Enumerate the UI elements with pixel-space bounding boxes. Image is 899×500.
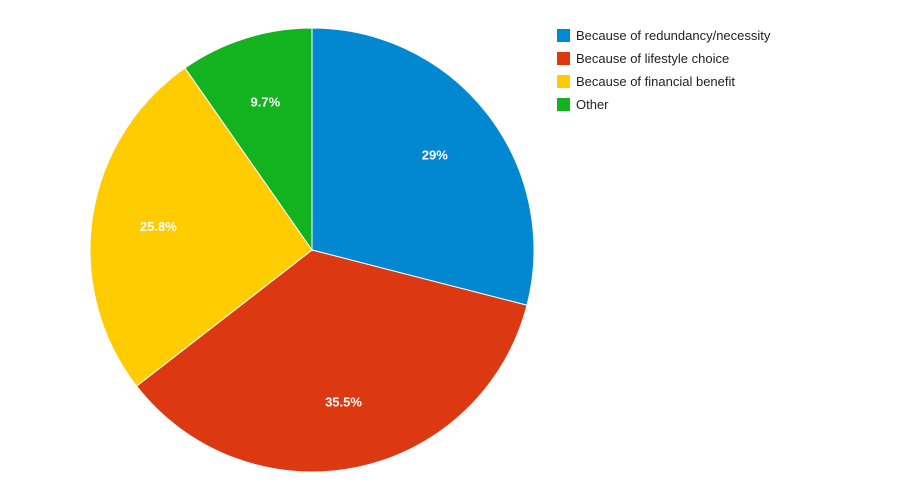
legend-label: Because of lifestyle choice bbox=[576, 51, 730, 66]
legend-label: Because of redundancy/necessity bbox=[576, 28, 771, 43]
legend-item: Because of lifestyle choice bbox=[557, 47, 770, 70]
pie-slice-labels: 29% 35.5% 25.8% 9.7% bbox=[140, 94, 448, 409]
legend-swatch bbox=[557, 98, 570, 111]
pie-slice-value-label: 25.8% bbox=[140, 219, 177, 234]
chart-legend: Because of redundancy/necessity Because o… bbox=[557, 24, 770, 116]
legend-swatch bbox=[557, 52, 570, 65]
pie-slice-because-of-redundancy-necessity bbox=[311, 27, 535, 306]
pie-slice-because-of-financial-benefit bbox=[89, 67, 313, 387]
legend-item: Other bbox=[557, 93, 770, 116]
pie-slices bbox=[89, 27, 535, 473]
legend-item: Because of redundancy/necessity bbox=[557, 24, 770, 47]
legend-item: Because of financial benefit bbox=[557, 70, 770, 93]
pie-slice-value-label: 29% bbox=[422, 147, 448, 162]
legend-swatch bbox=[557, 29, 570, 42]
legend-label: Other bbox=[576, 97, 609, 112]
legend-label: Because of financial benefit bbox=[576, 74, 735, 89]
pie-slice-other bbox=[184, 27, 313, 252]
pie-slice-because-of-lifestyle-choice bbox=[135, 249, 528, 473]
pie-slice-value-label: 9.7% bbox=[251, 94, 281, 109]
pie-slice-value-label: 35.5% bbox=[325, 395, 362, 410]
legend-swatch bbox=[557, 75, 570, 88]
